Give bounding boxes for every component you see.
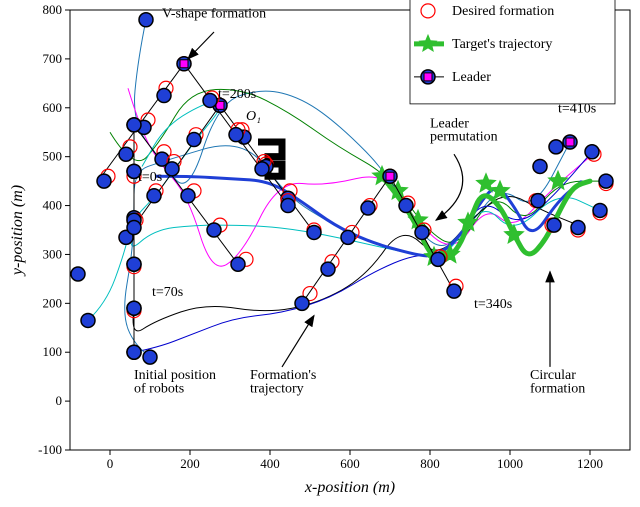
y-tick-label: 0	[56, 393, 63, 408]
y-tick-label: 400	[43, 198, 63, 213]
robot-marker	[295, 296, 309, 310]
robot-marker	[119, 147, 133, 161]
x-tick-label: 1200	[577, 456, 603, 471]
x-tick-label: 1000	[497, 456, 523, 471]
annotation-text: O₁	[246, 109, 261, 124]
robot-marker	[187, 133, 201, 147]
robot-marker	[361, 201, 375, 215]
y-axis-label: y-position (m)	[9, 185, 26, 277]
annotation-text: t=340s	[474, 297, 512, 312]
legend-label: Leader	[452, 70, 491, 85]
x-tick-label: 0	[107, 456, 114, 471]
y-tick-label: 600	[43, 100, 63, 115]
annotation-text: of robots	[134, 381, 184, 396]
x-tick-label: 800	[420, 456, 440, 471]
initial-robot	[127, 257, 141, 271]
initial-robot	[81, 313, 95, 327]
robot-marker	[147, 189, 161, 203]
x-axis-label: x-position (m)	[304, 479, 395, 496]
robot-marker	[341, 230, 355, 244]
robot-marker	[307, 225, 321, 239]
robot-marker	[157, 89, 171, 103]
robot-marker	[447, 284, 461, 298]
leader-marker	[566, 138, 574, 146]
initial-robot	[127, 221, 141, 235]
y-tick-label: 800	[43, 2, 63, 17]
robot-marker	[593, 203, 607, 217]
initial-robot	[127, 301, 141, 315]
y-tick-label: 500	[43, 149, 63, 164]
x-tick-label: 200	[180, 456, 200, 471]
initial-robot	[127, 118, 141, 132]
annotation-text: permutation	[430, 130, 498, 145]
legend-label: Target's trajectory	[452, 37, 552, 52]
y-tick-label: 700	[43, 51, 63, 66]
robot-marker	[281, 199, 295, 213]
robot-marker	[571, 221, 585, 235]
x-tick-label: 600	[340, 456, 360, 471]
robot-marker	[207, 223, 221, 237]
robot-marker	[321, 262, 335, 276]
robot-marker	[203, 93, 217, 107]
initial-robot	[127, 345, 141, 359]
annotation-text: t=70s	[152, 285, 183, 300]
initial-robot	[71, 267, 85, 281]
y-tick-label: 200	[43, 295, 63, 310]
robot-marker	[255, 162, 269, 176]
robot-marker	[547, 218, 561, 232]
legend-leader-square	[424, 73, 432, 81]
robot-marker	[549, 140, 563, 154]
robot-marker	[165, 162, 179, 176]
initial-robot	[143, 350, 157, 364]
y-tick-label: -100	[38, 442, 62, 457]
x-tick-label: 400	[260, 456, 280, 471]
legend-label: Desired formation	[452, 4, 554, 19]
trajectory-chart: 0 200 400 600 800 1000 1200 -100 0 100 200 300 400 50…	[0, 0, 640, 507]
robot-marker	[585, 145, 599, 159]
annotation-text: V-shape formation	[162, 6, 266, 21]
initial-robot	[139, 13, 153, 27]
leader-marker	[180, 60, 188, 68]
robot-marker	[415, 225, 429, 239]
robot-marker	[231, 257, 245, 271]
robot-marker	[399, 199, 413, 213]
y-tick-label: 100	[43, 344, 63, 359]
robot-marker	[181, 189, 195, 203]
robot-marker	[531, 194, 545, 208]
annotation-text: trajectory	[250, 381, 304, 396]
robot-marker	[97, 174, 111, 188]
annotation-text: t=200s	[218, 87, 256, 102]
robot-marker	[533, 159, 547, 173]
leader-marker	[386, 172, 394, 180]
annotation-text: formation	[530, 381, 585, 396]
annotation-text: t=0s	[138, 170, 162, 185]
robot-marker	[599, 174, 613, 188]
y-tick-label: 300	[43, 246, 63, 261]
robot-marker	[229, 128, 243, 142]
robot-marker	[431, 252, 445, 266]
